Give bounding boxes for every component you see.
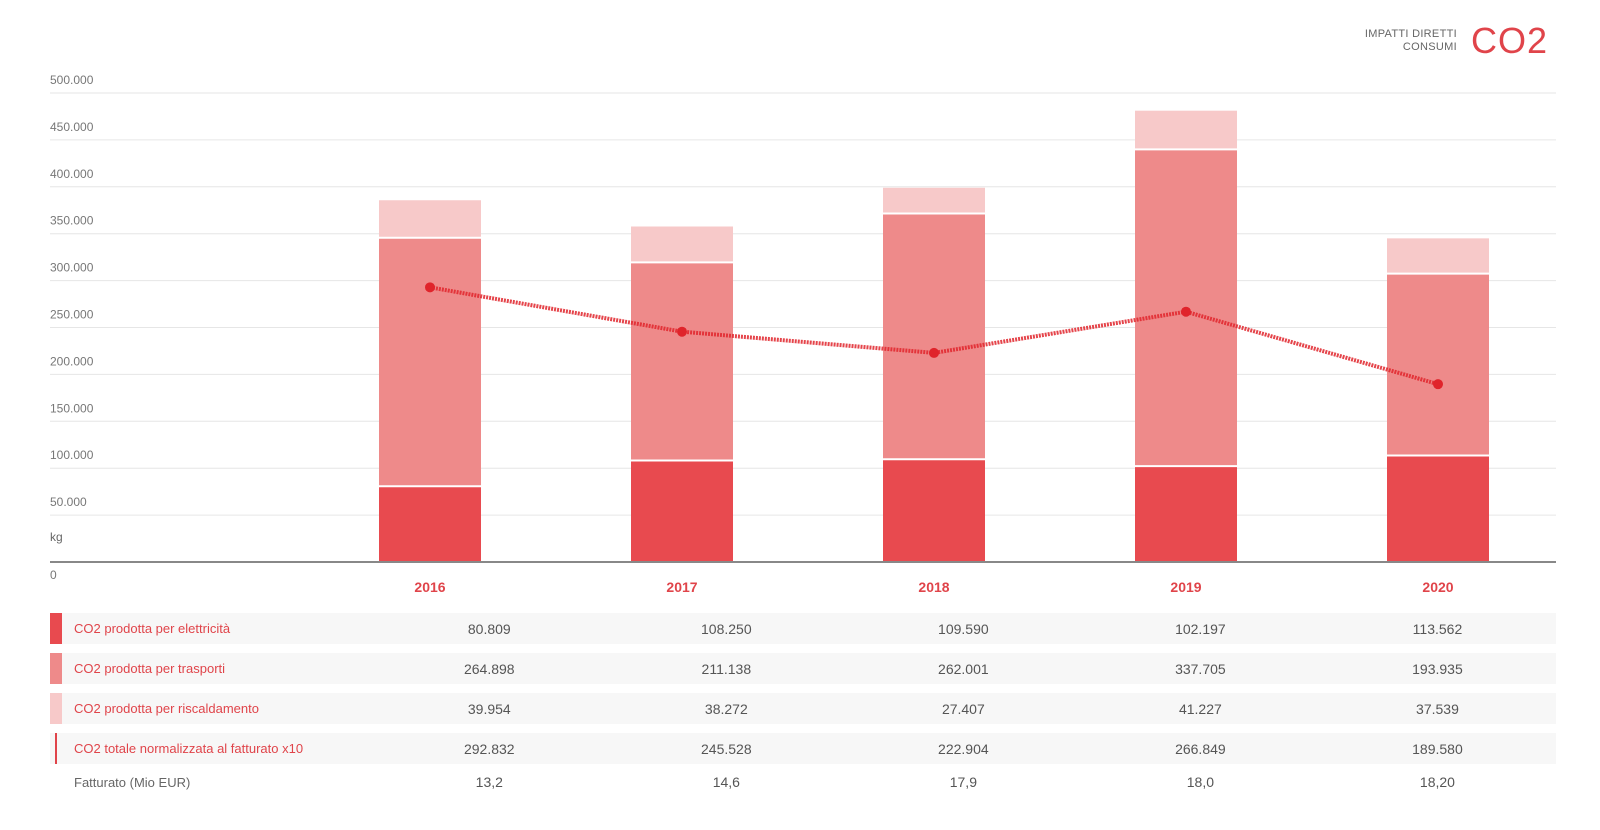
electricity-bar — [1135, 466, 1237, 562]
transport-swatch — [50, 653, 62, 684]
table-cell: 264.898 — [370, 653, 608, 684]
co2-chart: 0 50.000 100.000 150.000 200.000 250.000 300.0… — [50, 73, 1556, 595]
table-cell: 13,2 — [475, 774, 503, 790]
y-axis-unit: kg — [50, 530, 63, 544]
table-cell: 102.197 — [1081, 613, 1319, 644]
table-row-revenue: Fatturato (Mio EUR) 13,2 14,6 17,9 18,0 … — [50, 773, 1556, 791]
x-tick-label: 2018 — [918, 579, 949, 595]
table-cell: 193.935 — [1318, 653, 1556, 684]
y-tick-label: 250.000 — [50, 308, 94, 322]
transport-bar — [379, 237, 481, 487]
y-tick-label: 200.000 — [50, 354, 94, 368]
table-row-normalized: CO2 totale normalizzata al fatturato x10… — [50, 733, 1556, 764]
table-cell: 108.250 — [607, 613, 845, 644]
table-cell: 17,9 — [949, 774, 977, 790]
table-row-electricity: CO2 prodotta per elettricità 80.809 108.… — [50, 613, 1556, 644]
table-cell: 109.590 — [844, 613, 1082, 644]
line-point — [1181, 306, 1191, 317]
header-line-1: IMPATTI DIRETTI — [1364, 28, 1457, 40]
table-cell: 113.562 — [1318, 613, 1556, 644]
table-cell: 37.539 — [1318, 693, 1556, 724]
table-cell: 262.001 — [844, 653, 1082, 684]
table-cell: 337.705 — [1081, 653, 1319, 684]
y-tick-label: 450.000 — [50, 120, 94, 134]
table-cell: 14,6 — [712, 774, 740, 790]
row-label: CO2 prodotta per trasporti — [74, 661, 226, 676]
row-label-cell: CO2 prodotta per trasporti — [50, 653, 371, 684]
row-label-cell: CO2 prodotta per elettricità — [50, 613, 371, 644]
x-tick-label: 2016 — [414, 579, 445, 595]
table-cell: 27.407 — [844, 693, 1082, 724]
table-cell: 222.904 — [844, 733, 1082, 764]
table-cell: 80.809 — [370, 613, 608, 644]
y-tick-label: 0 — [50, 568, 57, 582]
line-swatch — [55, 733, 57, 764]
row-label: Fatturato (Mio EUR) — [74, 775, 191, 790]
heating-bar — [1387, 238, 1489, 274]
table-cell: 266.849 — [1081, 733, 1319, 764]
line-point — [677, 326, 687, 337]
heating-bar — [1135, 110, 1237, 150]
y-tick-label: 150.000 — [50, 401, 94, 415]
table-cell: 18,0 — [1186, 774, 1215, 790]
table-row-heating: CO2 prodotta per riscaldamento 39.954 38… — [50, 693, 1556, 724]
heating-bar — [379, 200, 481, 238]
header-line-2: CONSUMI — [1402, 41, 1457, 53]
heating-swatch — [50, 693, 62, 724]
transport-bar — [1387, 273, 1489, 456]
line-point — [1433, 379, 1443, 390]
electricity-bar — [1387, 455, 1489, 562]
x-tick-label: 2020 — [1422, 579, 1453, 595]
x-tick-label: 2017 — [666, 579, 697, 595]
y-tick-label: 50.000 — [50, 495, 87, 509]
data-table: CO2 prodotta per elettricità 80.809 108.… — [50, 604, 1556, 800]
x-tick-label: 2019 — [1170, 579, 1201, 595]
row-label-cell: CO2 prodotta per riscaldamento — [50, 693, 371, 724]
electricity-bar — [631, 460, 733, 562]
y-tick-label: 350.000 — [50, 214, 94, 228]
electricity-bar — [883, 459, 985, 562]
table-cell: 41.227 — [1081, 693, 1319, 724]
transport-bar — [631, 262, 733, 461]
table-cell: 38.272 — [607, 693, 845, 724]
row-label: CO2 totale normalizzata al fatturato x10 — [74, 741, 304, 756]
transport-bar — [883, 213, 985, 460]
y-tick-label: 100.000 — [50, 448, 94, 462]
table-cell: 211.138 — [607, 653, 845, 684]
table-row-transport: CO2 prodotta per trasporti 264.898 211.1… — [50, 653, 1556, 684]
y-tick-label: 300.000 — [50, 261, 94, 275]
row-label: CO2 prodotta per elettricità — [74, 621, 231, 636]
heating-bar — [883, 187, 985, 214]
line-point — [425, 282, 435, 293]
table-cell: 189.580 — [1318, 733, 1556, 764]
table-cell: 292.832 — [370, 733, 608, 764]
electricity-bar — [379, 486, 481, 562]
chart-header: IMPATTI DIRETTI CONSUMI CO2 — [1365, 20, 1548, 62]
row-label-cell: CO2 totale normalizzata al fatturato x10 — [50, 733, 371, 764]
y-tick-label: 400.000 — [50, 167, 94, 181]
heating-bar — [631, 226, 733, 263]
row-label-cell: Fatturato (Mio EUR) — [50, 773, 371, 791]
table-cell: 245.528 — [607, 733, 845, 764]
header-subtitle: IMPATTI DIRETTI CONSUMI — [1365, 28, 1457, 54]
header-title: CO2 — [1470, 20, 1548, 61]
electricity-swatch — [50, 613, 62, 644]
line-point — [929, 347, 939, 358]
table-cell: 18,20 — [1419, 774, 1455, 790]
row-label: CO2 prodotta per riscaldamento — [74, 701, 259, 716]
y-tick-label: 500.000 — [50, 73, 94, 87]
table-cell: 39.954 — [370, 693, 608, 724]
